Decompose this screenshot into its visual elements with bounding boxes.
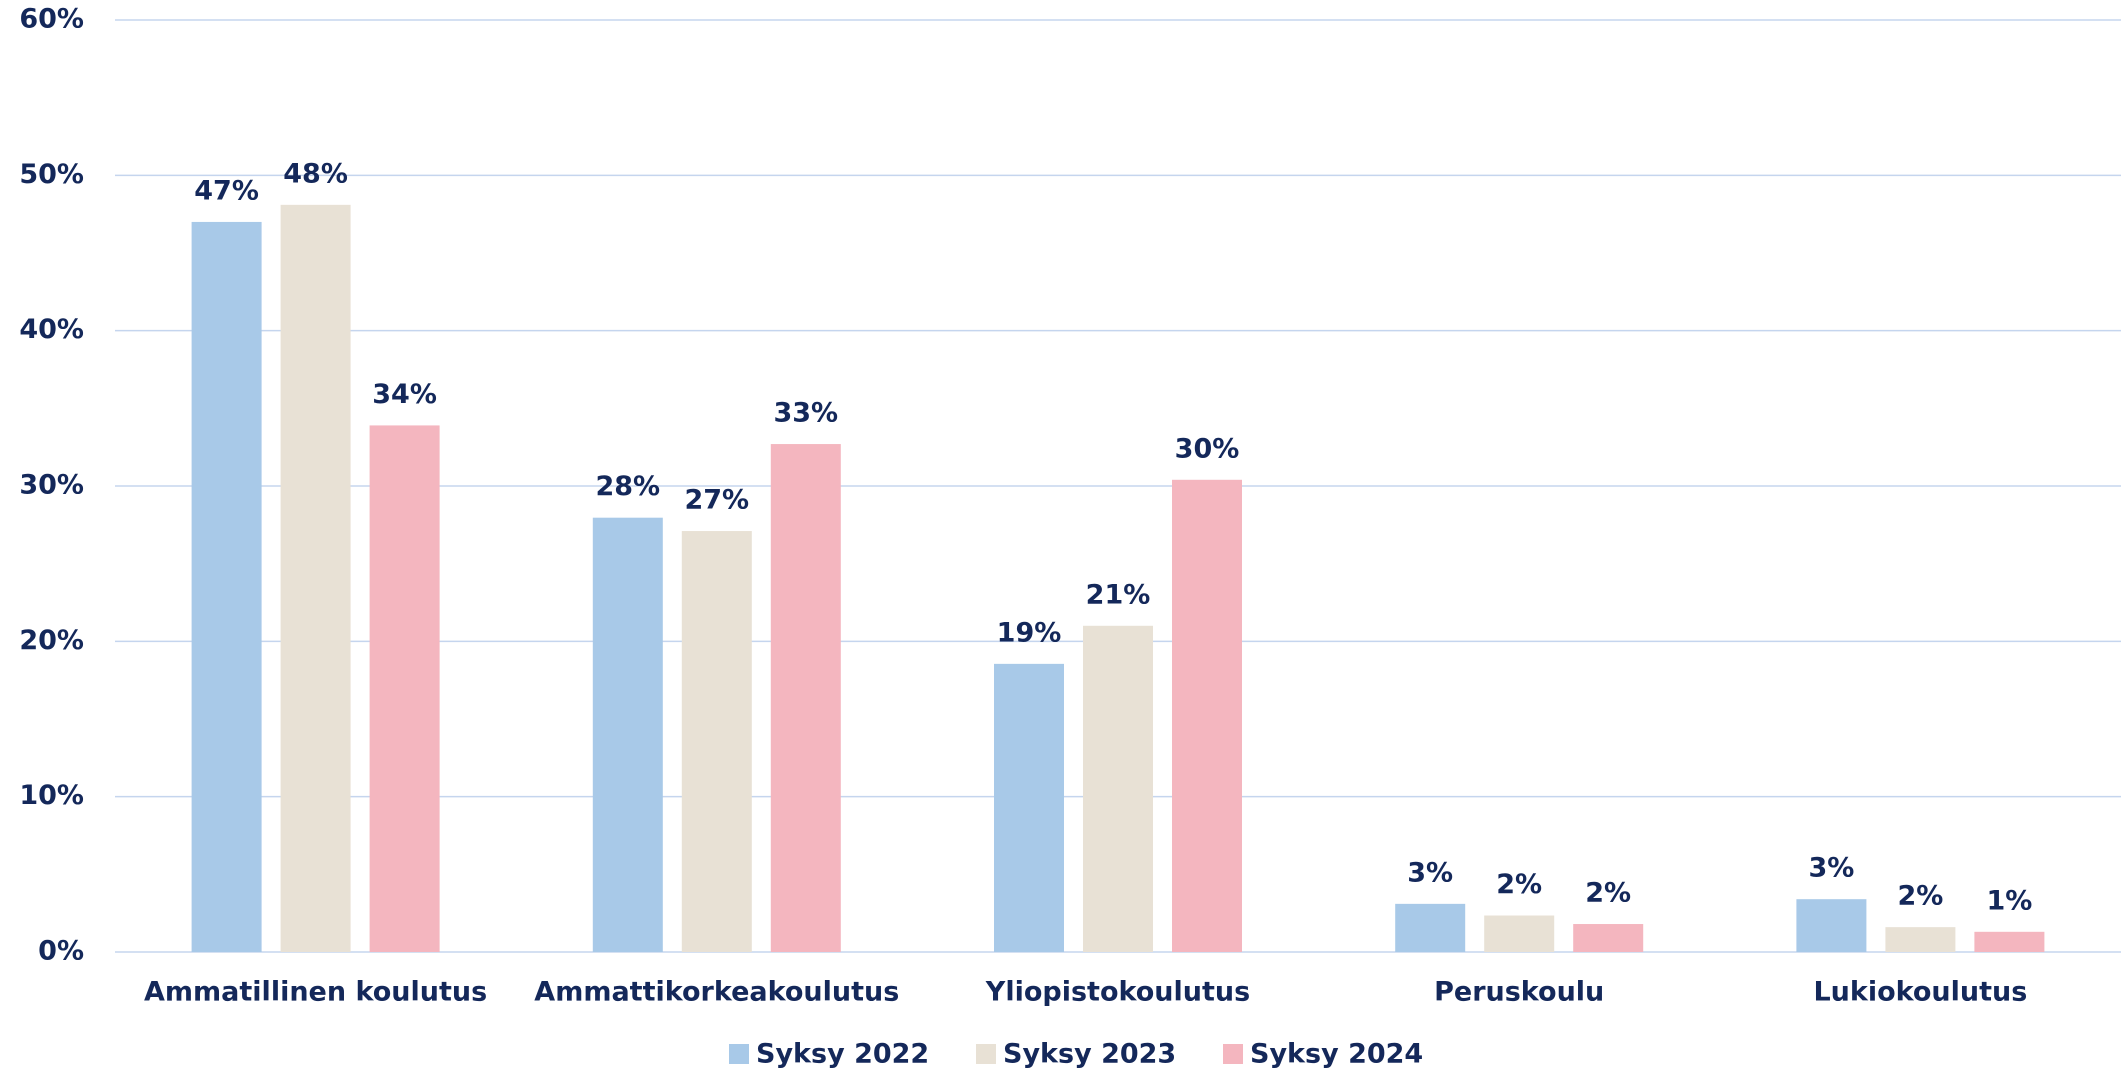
value-label: 2%: [1496, 869, 1542, 900]
value-label: 30%: [1175, 433, 1240, 464]
value-label: 2%: [1897, 881, 1943, 912]
value-label: 1%: [1986, 885, 2032, 916]
value-label: 28%: [595, 471, 660, 502]
value-label: 48%: [283, 158, 348, 189]
value-label: 47%: [194, 175, 259, 206]
bar: [1974, 931, 2045, 952]
legend-label: Syksy 2022: [756, 1039, 929, 1070]
x-tick-label: Ammatillinen koulutus: [144, 977, 487, 1008]
bar: [280, 204, 351, 952]
bar: [994, 663, 1064, 952]
bar: [1885, 927, 1956, 952]
value-label: 2%: [1585, 878, 1631, 909]
legend-swatch: [976, 1044, 996, 1064]
x-tick-label: Lukiokoulutus: [1813, 977, 2027, 1008]
y-tick-label: 20%: [19, 625, 84, 656]
value-label: 21%: [1086, 579, 1151, 610]
bar: [592, 517, 663, 952]
value-label: 19%: [997, 617, 1062, 648]
y-tick-label: 10%: [19, 780, 84, 811]
legend-swatch: [729, 1044, 749, 1064]
value-label: 3%: [1808, 853, 1854, 884]
x-tick-label: Yliopistokoulutus: [985, 977, 1250, 1008]
value-label: 33%: [773, 398, 838, 429]
bar: [1395, 903, 1466, 952]
x-tick-label: Peruskoulu: [1434, 977, 1604, 1008]
bar: [770, 444, 841, 952]
value-label: 3%: [1407, 857, 1453, 888]
legend-label: Syksy 2023: [1003, 1039, 1176, 1070]
bar: [1083, 625, 1153, 952]
y-tick-label: 0%: [38, 936, 84, 967]
legend-swatch: [1223, 1044, 1243, 1064]
y-tick-label: 50%: [19, 159, 84, 190]
bar: [681, 531, 752, 952]
legend-label: Syksy 2024: [1250, 1039, 1423, 1070]
y-tick-label: 40%: [19, 314, 84, 345]
x-tick-label: Ammattikorkeakoulutus: [534, 977, 899, 1008]
value-label: 27%: [684, 485, 749, 516]
bar: [191, 221, 262, 952]
y-tick-label: 30%: [19, 470, 84, 501]
value-label: 34%: [372, 379, 437, 410]
bar: [1573, 924, 1644, 952]
bar: [1796, 899, 1867, 952]
bar: [1484, 915, 1555, 952]
bar: [369, 425, 440, 952]
bar: [1172, 479, 1242, 952]
y-tick-label: 60%: [19, 4, 84, 35]
